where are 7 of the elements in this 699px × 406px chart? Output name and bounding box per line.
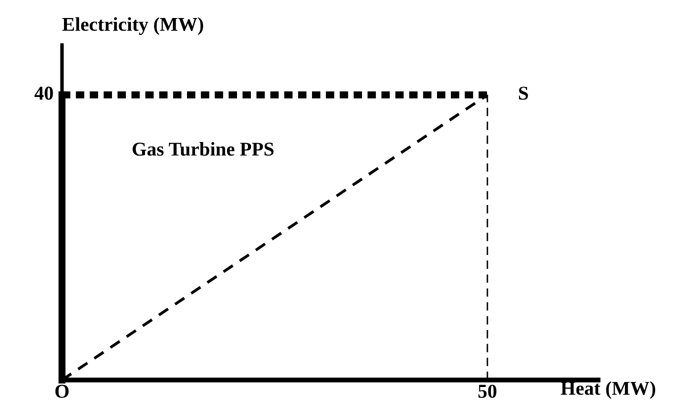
x-tick-label: O xyxy=(55,384,69,398)
x-axis-title: Heat (MW) xyxy=(560,381,656,399)
y-axis-title: Electricity (MW) xyxy=(62,17,204,35)
annotation: 40 xyxy=(34,86,53,100)
x-tick-label: 50 xyxy=(478,384,496,398)
annotation: Gas Turbine PPS xyxy=(132,142,274,156)
annotation: S xyxy=(518,86,528,100)
